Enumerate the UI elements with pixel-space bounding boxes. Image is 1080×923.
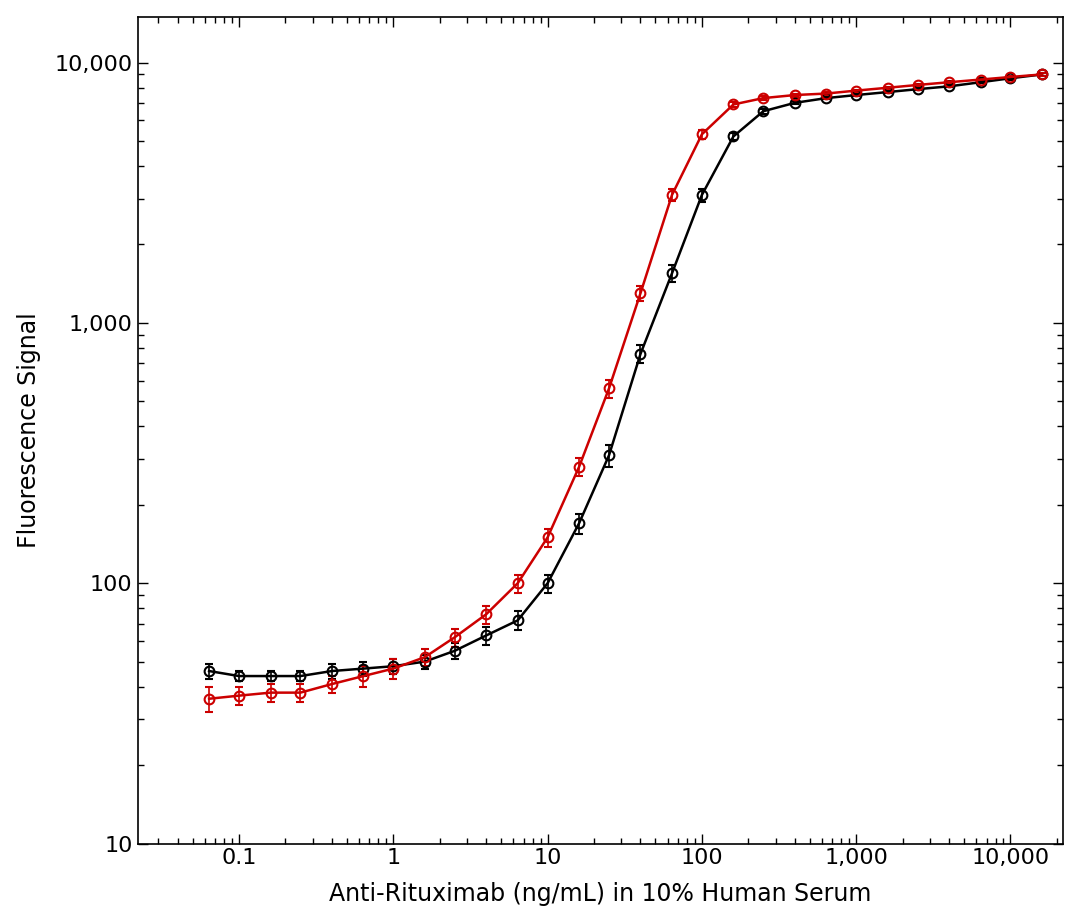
Y-axis label: Fluorescence Signal: Fluorescence Signal [16,312,41,548]
X-axis label: Anti-Rituximab (ng/mL) in 10% Human Serum: Anti-Rituximab (ng/mL) in 10% Human Seru… [329,882,872,906]
